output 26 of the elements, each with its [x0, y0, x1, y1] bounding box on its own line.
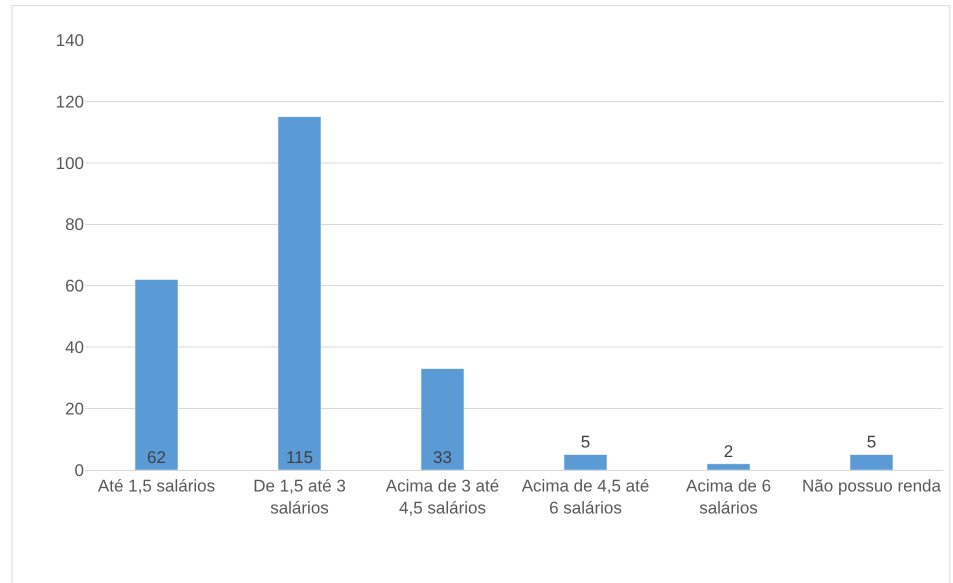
y-tick-label: 100: [56, 154, 84, 173]
data-label: 2: [724, 442, 734, 461]
bar: [420, 368, 464, 470]
x-tick-label: Não possuo renda: [802, 476, 942, 496]
y-tick-label: 140: [56, 30, 84, 50]
x-tick-label: De 1,5 até 3 salários: [253, 476, 346, 518]
y-tick-label: 40: [65, 338, 84, 358]
data-label: 5: [866, 432, 876, 452]
data-label: 33: [433, 448, 452, 467]
x-tick-label: Acima de 3 até 4,5 salários: [386, 476, 500, 518]
y-tick-label: 20: [65, 400, 84, 419]
bar: [850, 454, 894, 470]
x-tick-label: Até 1,5 salários: [98, 476, 216, 496]
data-label: 62: [147, 448, 166, 467]
bar: [564, 454, 608, 470]
data-label: 5: [580, 432, 590, 452]
bar: [134, 279, 178, 470]
x-tick-label: Acima de 6 salários: [686, 476, 772, 518]
bar: [278, 116, 322, 470]
x-tick-label: Acima de 4,5 até 6 salários: [522, 476, 650, 518]
y-tick-label: 80: [65, 215, 84, 234]
bar: [706, 464, 750, 470]
data-label: 115: [286, 448, 314, 467]
y-tick-label: 120: [56, 92, 84, 112]
y-tick-label: 60: [65, 276, 84, 296]
y-tick-label: 0: [74, 460, 84, 480]
